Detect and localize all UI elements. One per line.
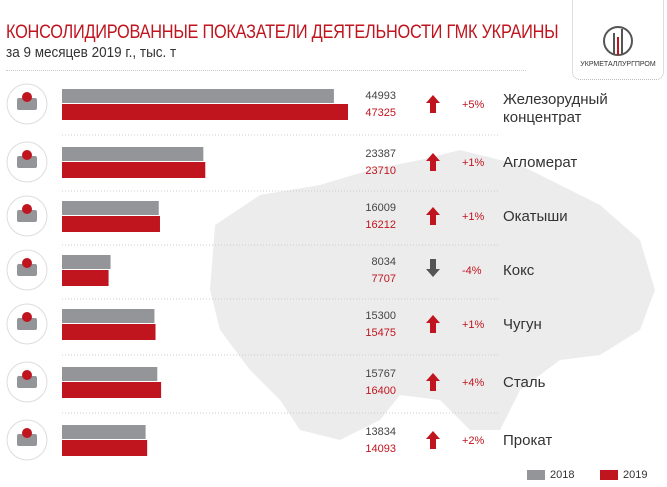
category-label: концентрат: [503, 109, 582, 126]
arrow-up-icon: [426, 207, 440, 225]
change-percent: +5%: [462, 99, 485, 111]
ore-wagon-icon-accent: [22, 92, 32, 102]
change-percent: +1%: [462, 157, 485, 169]
pig-iron-icon-accent: [22, 312, 32, 322]
bar-2018: [62, 255, 111, 269]
steel-ladle-icon-accent: [22, 370, 32, 380]
logo-mark-icon: [603, 26, 633, 56]
rolled-coil-icon-body: [17, 434, 37, 446]
bar-2018: [62, 309, 155, 323]
coke-wagon-icon-body: [17, 264, 37, 276]
value-2018: 15300: [365, 310, 396, 322]
legend-label: 2019: [623, 469, 648, 481]
bar-2018: [62, 147, 204, 161]
category-label: Железорудный: [503, 91, 608, 108]
ukraine-map: [210, 150, 655, 440]
category-label: Агломерат: [503, 154, 577, 171]
change-percent: -4%: [462, 265, 482, 277]
arrow-up-icon: [426, 95, 440, 113]
chart-title: КОНСОЛИДИРОВАННЫЕ ПОКАЗАТЕЛИ ДЕЯТЕЛЬНОСТ…: [6, 22, 559, 43]
category-label: Сталь: [503, 374, 546, 391]
category-label: Прокат: [503, 432, 552, 449]
legend-2019: 2019: [600, 469, 647, 481]
rolled-coil-icon-accent: [22, 428, 32, 438]
bar-2018: [62, 367, 158, 381]
logo: УКРМЕТАЛЛУРГПРОМ: [572, 0, 664, 80]
value-2018: 8034: [372, 256, 396, 268]
value-2018: 23387: [365, 148, 396, 160]
bar-2018: [62, 201, 159, 215]
value-2019: 7707: [372, 273, 396, 285]
arrow-up-icon: [426, 373, 440, 391]
ore-wagon-icon-body: [17, 98, 37, 110]
pig-iron-icon-body: [17, 318, 37, 330]
change-percent: +2%: [462, 435, 485, 447]
value-2019: 47325: [365, 107, 396, 119]
steel-ladle-icon-body: [17, 376, 37, 388]
legend-swatch: [527, 470, 545, 480]
arrow-down-icon: [426, 259, 440, 277]
sinter-wagon-icon-body: [17, 156, 37, 168]
pellets-icon-accent: [22, 204, 32, 214]
arrow-up-icon: [426, 431, 440, 449]
category-label: Окатыши: [503, 208, 568, 225]
value-2018: 13834: [365, 426, 396, 438]
bar-2019: [62, 324, 156, 340]
change-percent: +1%: [462, 211, 485, 223]
change-percent: +4%: [462, 377, 485, 389]
value-2019: 16400: [365, 385, 396, 397]
legend-swatch: [600, 470, 618, 480]
arrow-up-icon: [426, 153, 440, 171]
value-2018: 16009: [365, 202, 396, 214]
bar-2019: [62, 216, 160, 232]
value-2019: 15475: [365, 327, 396, 339]
value-2018: 15767: [365, 368, 396, 380]
bar-2019: [62, 382, 162, 398]
change-percent: +1%: [462, 319, 485, 331]
value-2018: 44993: [365, 90, 396, 102]
chart-subtitle: за 9 месяцев 2019 г., тыс. т: [6, 44, 177, 61]
bar-2018: [62, 89, 334, 103]
bar-2019: [62, 270, 109, 286]
value-2019: 16212: [365, 219, 396, 231]
category-label: Чугун: [503, 316, 542, 333]
divider: [6, 70, 526, 71]
logo-text: УКРМЕТАЛЛУРГПРОМ: [580, 61, 656, 68]
bar-2019: [62, 162, 206, 178]
legend-label: 2018: [550, 469, 575, 481]
sinter-wagon-icon-accent: [22, 150, 32, 160]
bar-2018: [62, 425, 146, 439]
value-2019: 23710: [365, 165, 396, 177]
bar-2019: [62, 440, 148, 456]
coke-wagon-icon-accent: [22, 258, 32, 268]
bar-2019: [62, 104, 348, 120]
arrow-up-icon: [426, 315, 440, 333]
pellets-icon-body: [17, 210, 37, 222]
category-label: Кокс: [503, 262, 535, 279]
legend-2018: 2018: [527, 469, 574, 481]
value-2019: 14093: [365, 443, 396, 455]
